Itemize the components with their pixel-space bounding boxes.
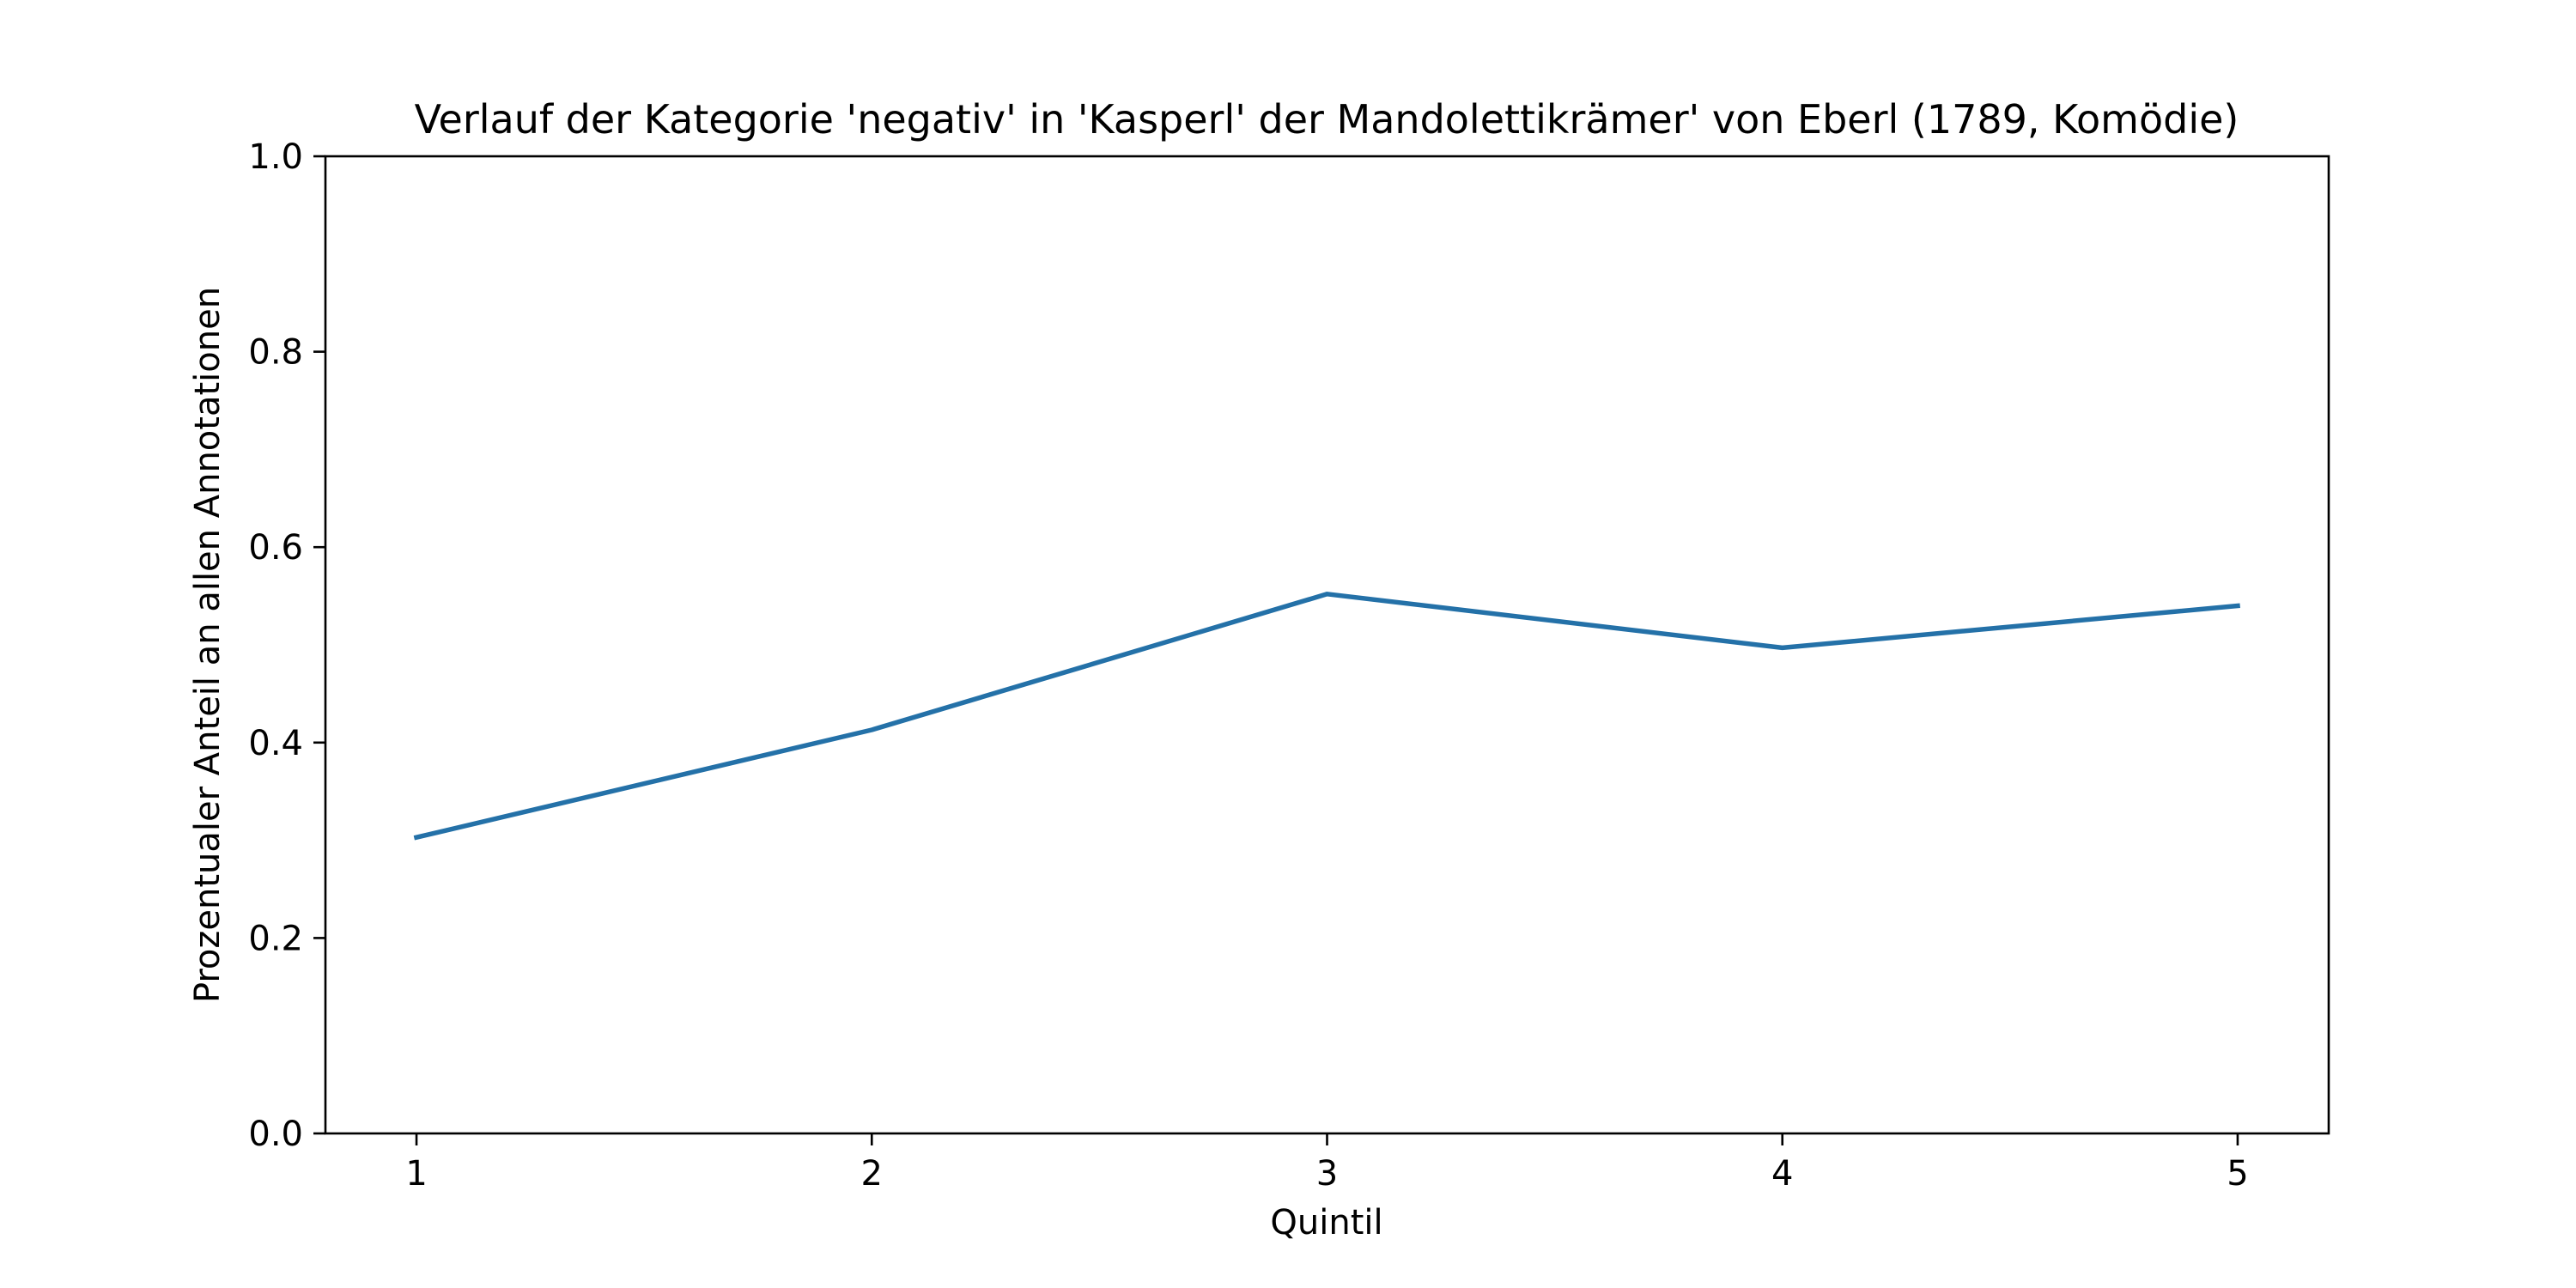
y-tick-label: 1.0 (248, 137, 303, 177)
y-tick-label: 0.6 (248, 528, 303, 568)
y-tick-label: 0.4 (248, 724, 303, 763)
x-tick-label: 2 (861, 1154, 883, 1194)
plot-frame (324, 155, 2330, 1135)
x-tick-label: 5 (2227, 1154, 2248, 1194)
y-tick-label: 0.8 (248, 333, 303, 373)
y-axis: 0.0 0.2 0.4 0.6 0.8 1.0 (248, 137, 325, 1154)
x-tick-label: 1 (405, 1154, 427, 1194)
series-line-0 (413, 592, 2240, 841)
series-layer (413, 592, 2240, 841)
chart-title: Verlauf der Kategorie 'negativ' in 'Kasp… (415, 96, 2239, 143)
y-axis-label: Prozentualer Anteil an allen Annotatione… (188, 287, 228, 1003)
y-tick-label: 0.0 (248, 1115, 303, 1154)
x-tick-label: 3 (1316, 1154, 1338, 1194)
y-tick-label: 0.2 (248, 919, 303, 958)
x-axis-label: Quintil (1270, 1203, 1382, 1242)
x-axis: 1 2 3 4 5 (405, 1133, 2249, 1194)
x-tick-label: 4 (1771, 1154, 1793, 1194)
